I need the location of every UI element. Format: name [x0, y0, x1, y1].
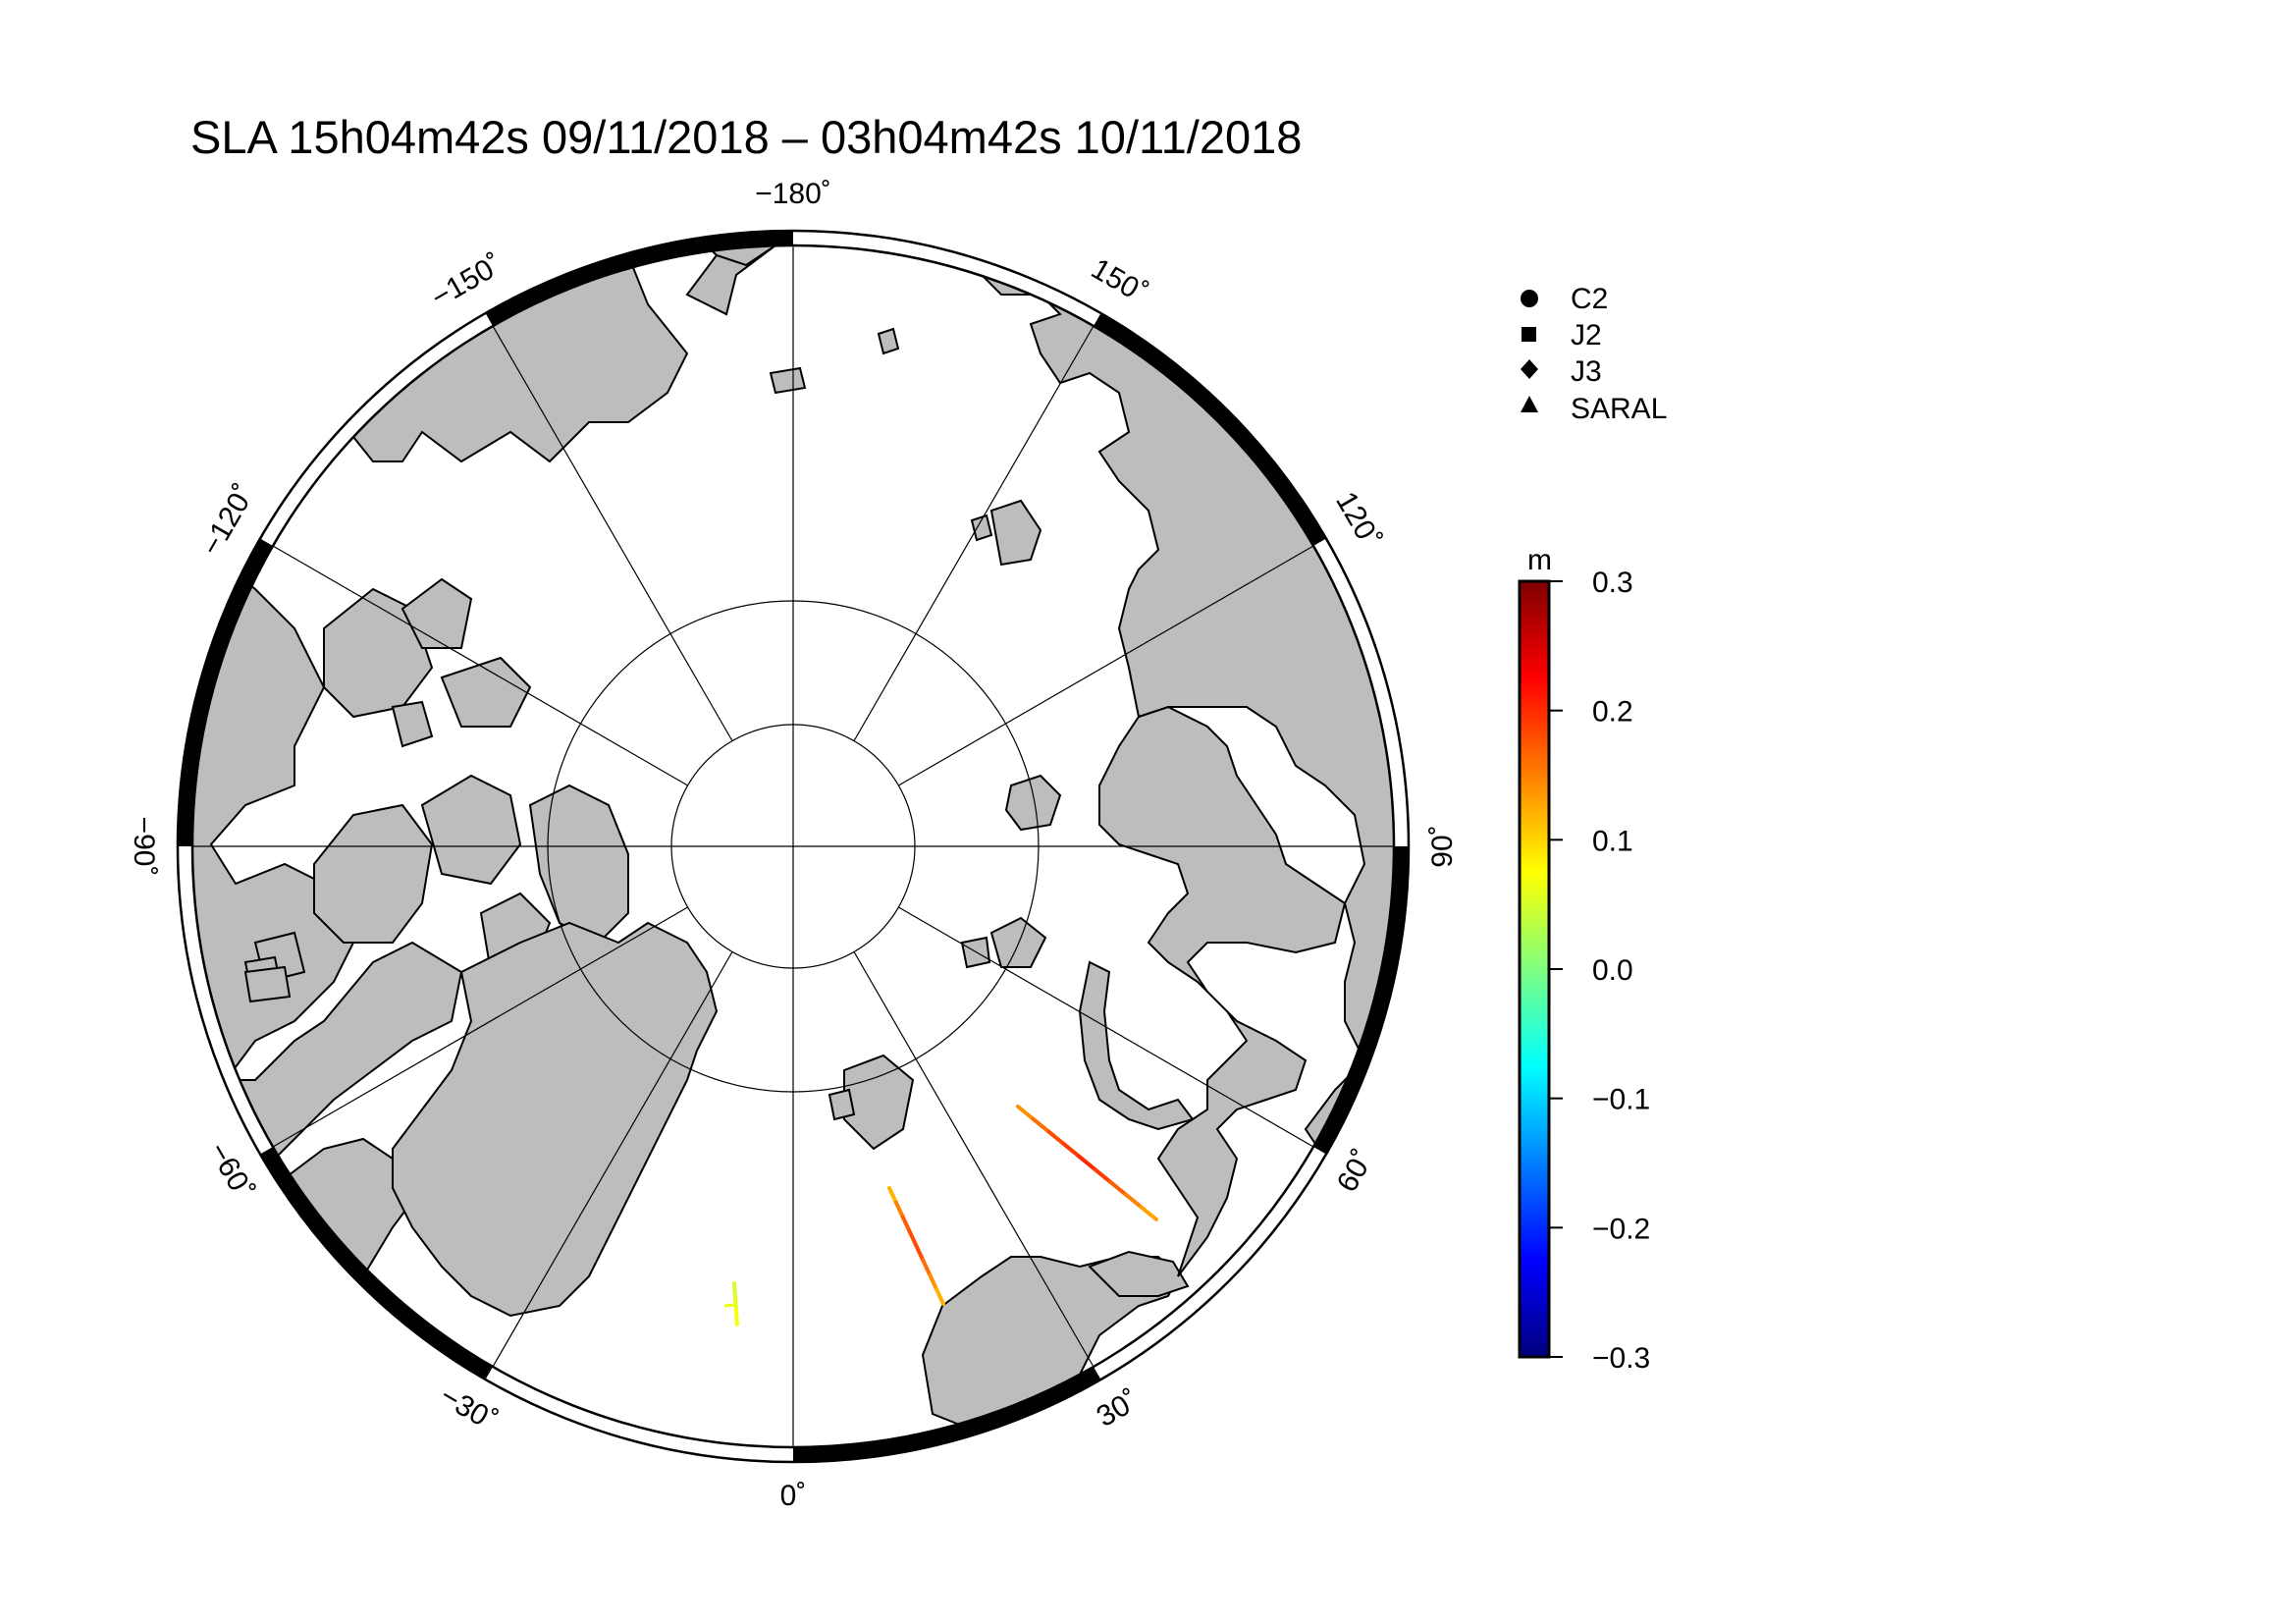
- map-frame: [176, 229, 1411, 1464]
- triangle-icon: [1521, 396, 1538, 412]
- legend-label-saral: SARAL: [1571, 393, 1667, 425]
- sla-track-segment: [914, 1244, 926, 1263]
- frame-segment: [792, 1367, 1101, 1462]
- island-small-2: [391, 700, 434, 748]
- sla-track-segment: [1123, 1192, 1144, 1210]
- sla-track-segment: [921, 1258, 933, 1277]
- land-alaska-top: [587, 245, 776, 267]
- sla-track-segment: [723, 1303, 735, 1308]
- lon-label: 60˚: [1331, 1145, 1380, 1198]
- lon-label: −180˚: [755, 178, 831, 210]
- colorbar-tick-label: 0.0: [1592, 954, 1633, 987]
- lon-label: −30˚: [435, 1380, 503, 1437]
- sla-track-segment: [1077, 1155, 1097, 1171]
- sla-track-segment: [887, 1186, 898, 1205]
- square-icon: [1522, 327, 1536, 342]
- land-kola: [1088, 1250, 1190, 1297]
- sla-track-segment: [1108, 1179, 1128, 1197]
- colorbar-bar: [1518, 579, 1551, 1359]
- meridian-line: [853, 951, 1095, 1368]
- diamond-icon: [1521, 359, 1538, 379]
- frame-segment: [260, 1146, 494, 1380]
- meridian-line: [898, 906, 1314, 1148]
- sla-tracks: [723, 1105, 1158, 1326]
- parallel-inner: [670, 724, 916, 969]
- island-svalbard-small: [828, 1088, 856, 1121]
- frame-segment: [485, 231, 794, 326]
- meridian-lines: [192, 245, 1394, 1447]
- sla-track-segment: [733, 1295, 738, 1313]
- colorbar-unit: m: [1527, 544, 1552, 576]
- colorbar-tick-label: −0.2: [1592, 1213, 1650, 1245]
- sla-track-segment: [893, 1200, 905, 1219]
- meridian-line: [492, 325, 733, 741]
- sla-track-segment: [907, 1229, 919, 1248]
- map-title: SLA 15h04m42s 09/11/2018 – 03h04m42s 10/…: [190, 111, 1302, 163]
- lon-label: 120˚: [1329, 486, 1387, 554]
- frame-segment: [1313, 845, 1409, 1155]
- parallel-outer: [547, 600, 1040, 1093]
- colorbar-tick-label: −0.1: [1592, 1084, 1650, 1116]
- island-svalbard: [843, 1054, 915, 1151]
- sla-track-segment: [734, 1309, 739, 1326]
- island-wrangel: [769, 366, 807, 395]
- colorbar-ticks: 0.3 0.2 0.1 0.0 −0.1 −0.2 −0.3: [1549, 567, 1650, 1375]
- sla-track-segment: [1139, 1205, 1158, 1221]
- colorbar-tick-label: 0.2: [1592, 696, 1633, 729]
- frame-segment: [178, 538, 273, 847]
- island-novaya-zemlya: [1078, 960, 1195, 1131]
- colorbar: m 0.3 0.2 0.1 0.0 −0.1 −0.2 −0.3: [1518, 544, 1650, 1375]
- land-greenland: [392, 921, 719, 1318]
- legend-label-j3: J3: [1571, 355, 1602, 388]
- lon-label: 0˚: [780, 1480, 807, 1512]
- frame-outer-circle: [176, 229, 1411, 1464]
- lon-label: 90˚: [1426, 825, 1459, 867]
- sla-track-segment: [928, 1272, 939, 1292]
- island-small-5: [877, 327, 900, 355]
- frame-segment: [1093, 313, 1326, 547]
- colorbar-tick-label: 0.1: [1592, 825, 1633, 857]
- island-southampton: [243, 965, 292, 1003]
- meridian-line: [898, 545, 1314, 786]
- lon-label: −60˚: [202, 1137, 260, 1205]
- sla-track-segment: [1016, 1105, 1036, 1121]
- lon-label: −90˚: [128, 817, 160, 877]
- land-russia: [1098, 705, 1347, 1277]
- graticule: [192, 245, 1394, 1447]
- island-new-siberian: [989, 499, 1042, 567]
- island-small-4: [970, 514, 993, 542]
- lon-label: 150˚: [1086, 252, 1153, 310]
- meridian-line: [272, 545, 688, 786]
- island-victoria: [323, 587, 434, 719]
- circle-icon: [1521, 290, 1538, 307]
- lon-label: 30˚: [1092, 1384, 1145, 1434]
- island-devon: [420, 774, 522, 886]
- meridian-line: [272, 906, 688, 1148]
- sla-track-segment: [934, 1287, 945, 1306]
- frame-inner-circle: [190, 243, 1396, 1449]
- colorbar-tick-label: −0.3: [1592, 1342, 1650, 1375]
- sla-track-segment: [1062, 1142, 1082, 1160]
- legend-label-c2: C2: [1571, 283, 1608, 315]
- sla-track-segment: [1093, 1166, 1112, 1184]
- legend-label-j2: J2: [1571, 319, 1602, 352]
- colorbar-tick-label: 0.3: [1592, 567, 1633, 599]
- sla-track-segment: [732, 1281, 737, 1299]
- sla-track-segment: [1046, 1129, 1066, 1147]
- polar-map: −180˚ −150˚ −120˚ −90˚ −60˚ −30˚ 0˚ 30˚ 60˚ 90˚ 12…: [128, 178, 1459, 1512]
- island-baffin: [313, 803, 434, 944]
- sla-track-segment: [1031, 1116, 1051, 1134]
- meridian-line: [853, 325, 1095, 741]
- lon-label: −150˚: [426, 248, 508, 314]
- sla-track-segment: [900, 1215, 912, 1234]
- island-severnaya-zemlya: [1004, 774, 1062, 832]
- island-melville: [440, 656, 532, 728]
- legend: C2 J2 J3 SARAL: [1521, 283, 1667, 425]
- lon-label: −120˚: [195, 479, 261, 562]
- meridian-line: [492, 951, 733, 1368]
